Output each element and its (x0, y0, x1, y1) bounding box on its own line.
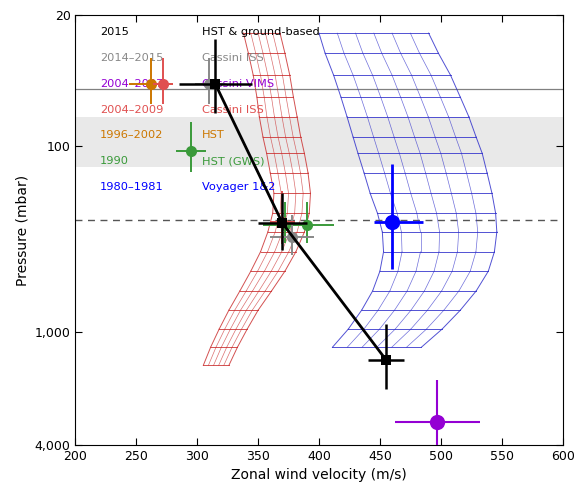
Text: HST & ground-based: HST & ground-based (202, 27, 320, 37)
Text: 1990: 1990 (100, 156, 129, 166)
Text: 2015: 2015 (100, 27, 129, 37)
X-axis label: Zonal wind velocity (m/s): Zonal wind velocity (m/s) (231, 468, 407, 482)
Text: Cassini VIMS: Cassini VIMS (202, 79, 274, 89)
Text: Voyager 1&2: Voyager 1&2 (202, 182, 276, 192)
Text: 1980–1981: 1980–1981 (100, 182, 164, 192)
Bar (75, 116, 563, 167)
Text: HST: HST (202, 130, 225, 140)
Text: 2004–2009: 2004–2009 (100, 104, 163, 115)
Text: 1996–2002: 1996–2002 (100, 130, 163, 140)
Y-axis label: Pressure (mbar): Pressure (mbar) (15, 174, 29, 286)
Text: Cassini ISS: Cassini ISS (202, 104, 264, 115)
Text: Cassini ISS: Cassini ISS (202, 53, 264, 63)
Text: 2014–2015: 2014–2015 (100, 53, 163, 63)
Text: 2004–2007: 2004–2007 (100, 79, 163, 89)
Text: HST (GWS): HST (GWS) (202, 156, 264, 166)
